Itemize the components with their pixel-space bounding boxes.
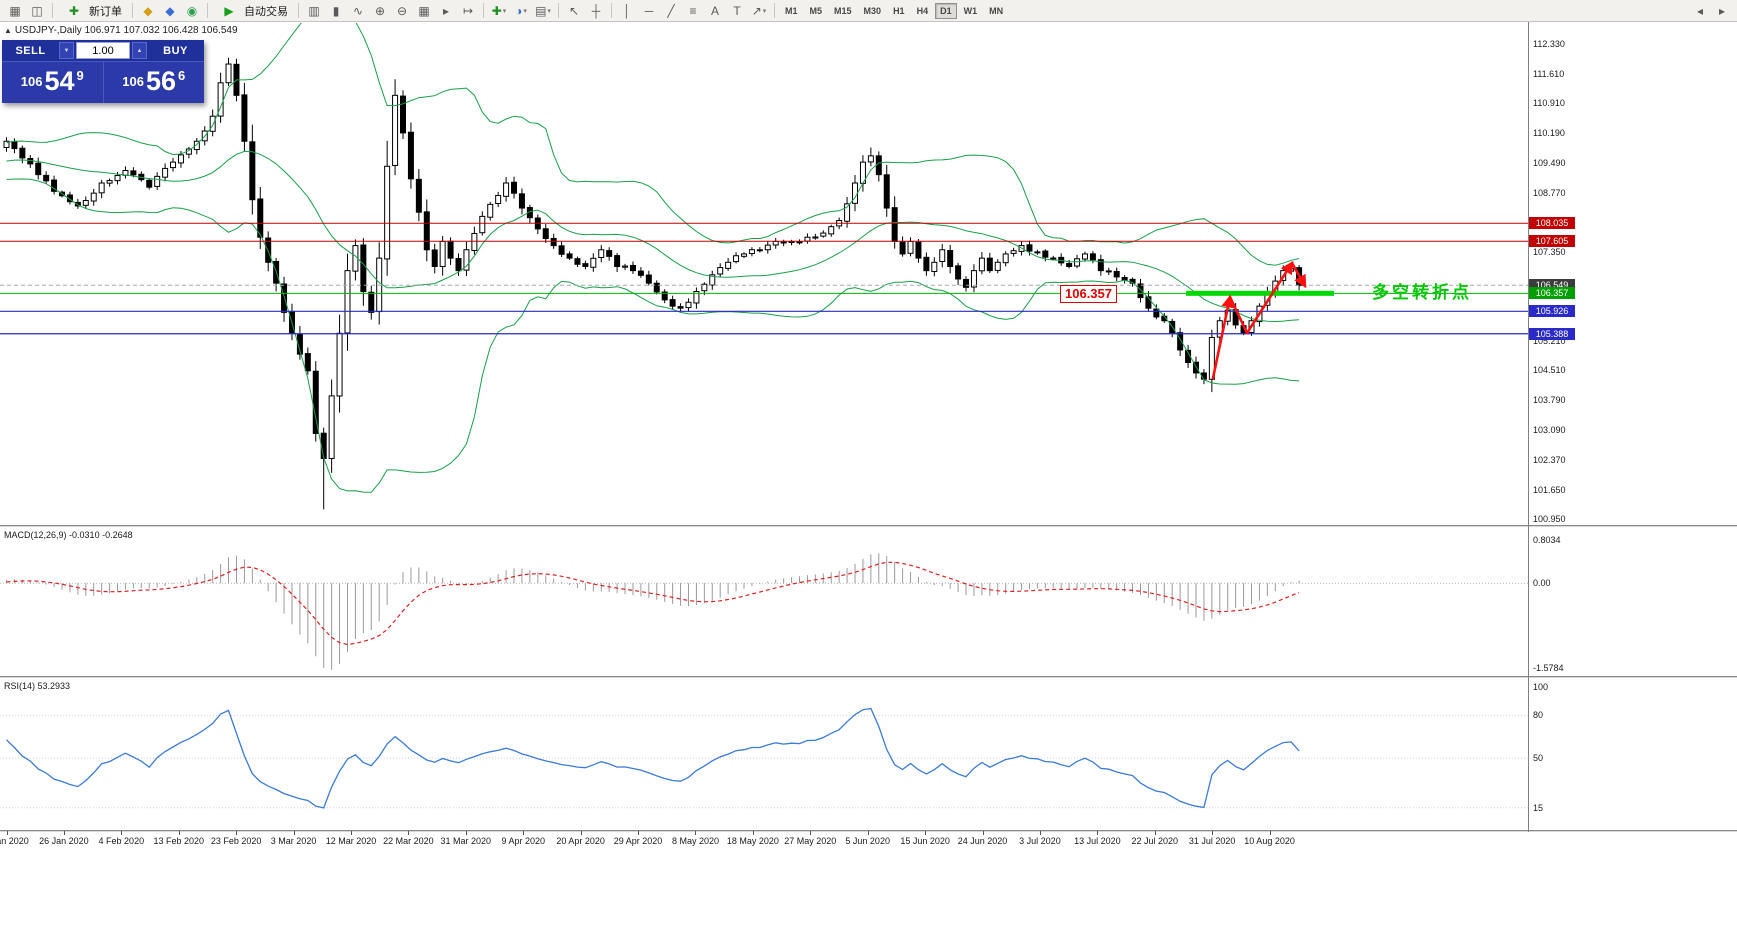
- oct-toggle-icon[interactable]: ▲: [4, 26, 12, 35]
- main-chart-layer: [0, 23, 1528, 510]
- new-order-button[interactable]: ✚ 新订单: [57, 2, 128, 20]
- dropdown-caret-icon: ▾: [523, 7, 527, 15]
- toolbar-separator: [483, 3, 484, 18]
- chart-title-symbol: USDJPY-,Daily: [14, 25, 82, 36]
- toolbar-separator: [207, 3, 208, 18]
- macd-layer: [0, 553, 1528, 670]
- time-axis-splitter: [0, 830, 1737, 833]
- sell-price-frac: 9: [76, 68, 84, 83]
- macd-panel-splitter[interactable]: [0, 525, 1737, 528]
- buy-button-caption[interactable]: BUY: [163, 44, 188, 57]
- periods-icon[interactable]: ◑ ▾: [515, 3, 527, 18]
- candles-chart-icon[interactable]: ▮: [332, 3, 340, 18]
- toolbar-separator: [298, 3, 299, 18]
- timeframe-M30-button[interactable]: M30: [863, 5, 882, 16]
- buy-price-prefix: 106: [122, 74, 144, 89]
- timeframe-H1-button[interactable]: H1: [893, 5, 905, 16]
- price-axis-line: [1528, 22, 1529, 832]
- buy-price-frac: 6: [178, 68, 186, 83]
- crosshair-icon[interactable]: ┼: [591, 3, 601, 18]
- buy-price-pips: 56: [145, 66, 176, 96]
- chart-title-ohlc: 106.971 107.032 106.428 106.549: [84, 25, 238, 36]
- timeframe-MN-button[interactable]: MN: [989, 5, 1004, 16]
- toolbar: ▦ ◫ ✚ 新订单 ◆ ◆ ◉ ▶ 自动交易 ▥ ▮ ∿ ⊕ ⊖ ▦ ▸ ↦ ✚ ▾ ◑ ▾ ▤ ▾ ↖ ┼ │ ─ ╱ ≡ A T ↗ ▾ M1…: [0, 0, 1737, 22]
- dropdown-caret-icon: ▾: [502, 7, 507, 15]
- rsi-panel-splitter[interactable]: [0, 676, 1737, 679]
- sell-price-pips: 54: [44, 66, 75, 96]
- scroll-right-icon[interactable]: ▸: [1718, 3, 1726, 18]
- tile-windows-icon[interactable]: ▦: [418, 3, 430, 18]
- toolbar-separator: [774, 3, 775, 18]
- toolbar-separator: [611, 3, 612, 18]
- fibo-icon[interactable]: ≡: [689, 3, 697, 18]
- cursor-icon[interactable]: ↖: [568, 3, 580, 18]
- arrows-tool-icon[interactable]: ↗ ▾: [751, 3, 767, 18]
- rsi-value: 53.2933: [37, 681, 71, 691]
- label-icon[interactable]: T: [733, 3, 741, 18]
- hline-icon[interactable]: ─: [644, 3, 654, 18]
- toolbar-separator: [558, 3, 559, 18]
- macd-indicator-label: MACD(12,26,9) -0.0310 -0.2648: [4, 530, 133, 540]
- lot-size-input[interactable]: [76, 42, 130, 59]
- new-order-button-icon: ✚: [68, 3, 80, 18]
- timeframe-M15-button[interactable]: M15: [834, 5, 852, 16]
- chart-shift-icon[interactable]: ↦: [462, 3, 474, 18]
- dropdown-caret-icon: ▾: [547, 7, 551, 15]
- sell-button-caption[interactable]: SELL: [15, 44, 46, 57]
- dropdown-caret-icon: ▾: [762, 7, 767, 15]
- buy-button[interactable]: 106 56 6: [104, 62, 205, 103]
- zoom-in-icon[interactable]: ⊕: [374, 3, 386, 18]
- sell-price-prefix: 106: [20, 74, 43, 89]
- metaeditor-icon[interactable]: ◆: [143, 3, 153, 18]
- scroll-left-icon[interactable]: ◂: [1696, 3, 1704, 18]
- one-click-trading-panel: SELL ▼ ▲ BUY 106 54 9 106 56 6: [2, 40, 204, 103]
- rsi-indicator-label: RSI(14) 53.2933: [4, 681, 71, 691]
- templates-icon[interactable]: ▤ ▾: [535, 3, 551, 18]
- trendline-icon[interactable]: ╱: [667, 3, 675, 18]
- zoom-out-icon[interactable]: ⊖: [396, 3, 408, 18]
- timeframe-M1-button[interactable]: M1: [785, 5, 798, 16]
- lot-increase-button[interactable]: ▲: [132, 42, 147, 59]
- vline-icon[interactable]: │: [623, 3, 631, 18]
- timeframe-M5-button[interactable]: M5: [809, 5, 823, 16]
- new-chart-icon[interactable]: ▦: [9, 3, 21, 18]
- autotrade-button[interactable]: ▶ 自动交易: [212, 2, 294, 20]
- indicators-icon[interactable]: ✚ ▾: [491, 3, 507, 18]
- timeframe-H4-button[interactable]: H4: [916, 5, 929, 16]
- toolbar-separator: [132, 3, 133, 18]
- rsi-layer: [0, 707, 1528, 809]
- annotation-layer: [1186, 260, 1334, 380]
- market-icon[interactable]: ◆: [165, 3, 175, 18]
- bars-chart-icon[interactable]: ▥: [308, 3, 320, 18]
- text-icon[interactable]: A: [710, 3, 719, 18]
- autotrade-button-icon: ▶: [224, 3, 234, 18]
- sell-button[interactable]: 106 54 9: [2, 62, 104, 103]
- auto-scroll-icon[interactable]: ▸: [442, 3, 450, 18]
- community-icon[interactable]: ◉: [186, 3, 198, 18]
- line-chart-icon[interactable]: ∿: [352, 3, 364, 18]
- toolbar-separator: [52, 3, 53, 18]
- profiles-icon[interactable]: ◫: [31, 3, 43, 18]
- timeframe-W1-button[interactable]: W1: [963, 5, 978, 16]
- timeframe-D1-button[interactable]: D1: [935, 2, 957, 19]
- lot-decrease-button[interactable]: ▼: [59, 42, 74, 59]
- chart-title: ▲ USDJPY-,Daily 106.971 107.032 106.428 1…: [4, 25, 238, 36]
- macd-values: -0.0310 -0.2648: [69, 530, 133, 540]
